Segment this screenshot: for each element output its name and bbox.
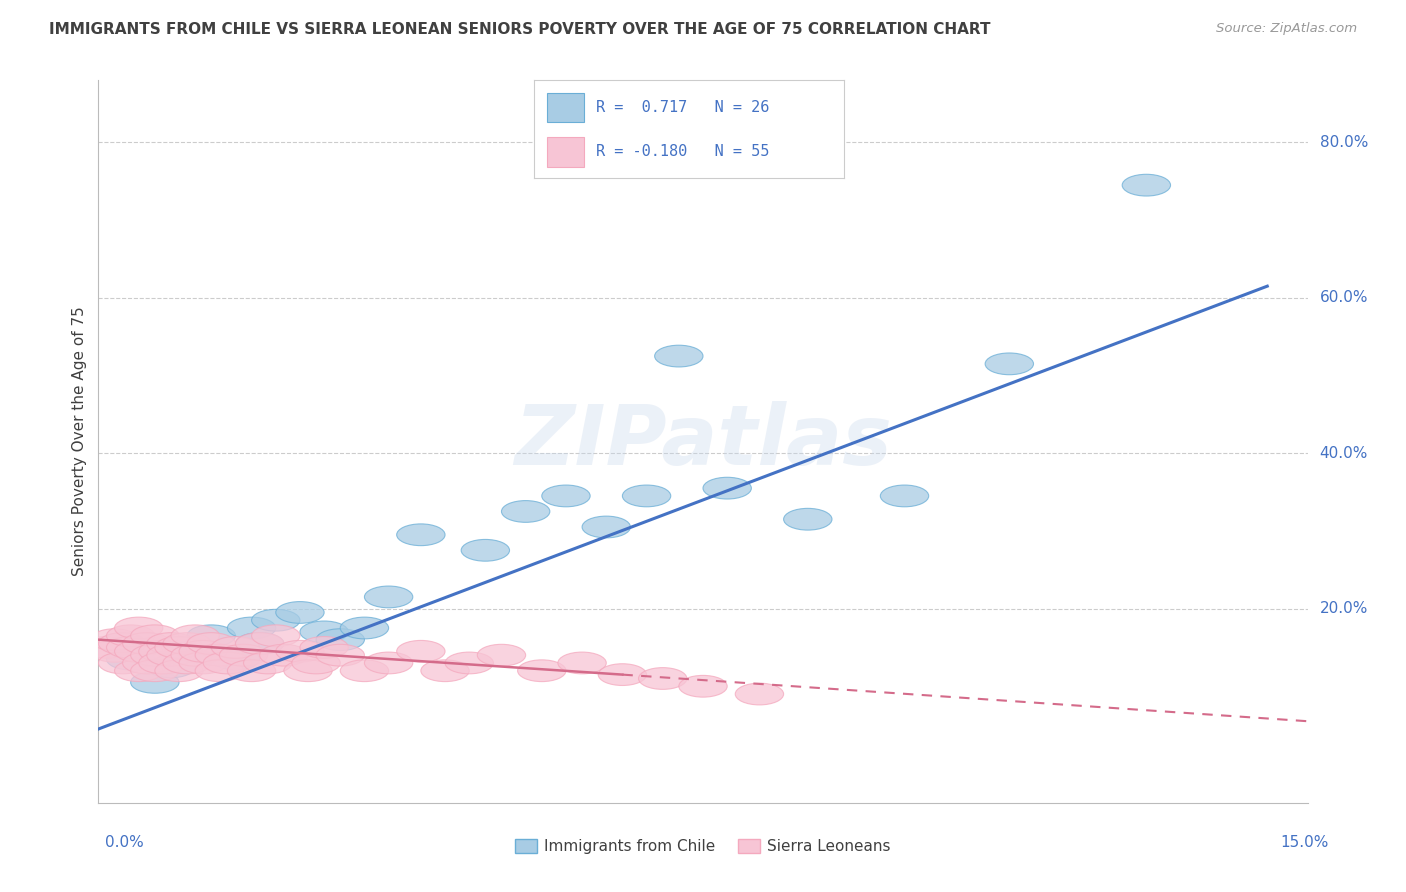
FancyBboxPatch shape <box>547 137 583 167</box>
Ellipse shape <box>107 625 155 647</box>
Ellipse shape <box>211 648 260 670</box>
Text: R = -0.180   N = 55: R = -0.180 N = 55 <box>596 145 769 160</box>
Ellipse shape <box>195 644 243 666</box>
Ellipse shape <box>155 637 204 658</box>
Ellipse shape <box>187 632 235 655</box>
Ellipse shape <box>131 672 179 693</box>
Ellipse shape <box>703 477 751 499</box>
Ellipse shape <box>172 644 219 666</box>
Ellipse shape <box>735 683 783 705</box>
Ellipse shape <box>502 500 550 523</box>
Ellipse shape <box>396 524 446 546</box>
Ellipse shape <box>292 652 340 673</box>
Text: 80.0%: 80.0% <box>1320 135 1368 150</box>
Ellipse shape <box>623 485 671 507</box>
Ellipse shape <box>163 632 211 655</box>
Ellipse shape <box>986 353 1033 375</box>
Ellipse shape <box>187 625 235 647</box>
Ellipse shape <box>172 625 219 647</box>
Text: 40.0%: 40.0% <box>1320 446 1368 460</box>
Ellipse shape <box>146 644 195 666</box>
Ellipse shape <box>340 617 388 639</box>
Ellipse shape <box>316 644 364 666</box>
Ellipse shape <box>679 675 727 698</box>
Ellipse shape <box>139 652 187 673</box>
Ellipse shape <box>131 625 179 647</box>
Ellipse shape <box>131 644 179 666</box>
Ellipse shape <box>517 660 567 681</box>
Ellipse shape <box>131 660 179 681</box>
Text: 60.0%: 60.0% <box>1320 290 1368 305</box>
Ellipse shape <box>146 632 195 655</box>
Ellipse shape <box>655 345 703 367</box>
Ellipse shape <box>252 609 299 632</box>
Ellipse shape <box>276 640 325 662</box>
Ellipse shape <box>228 660 276 681</box>
Ellipse shape <box>446 652 494 673</box>
Ellipse shape <box>316 629 364 650</box>
Ellipse shape <box>179 640 228 662</box>
Ellipse shape <box>477 644 526 666</box>
Ellipse shape <box>364 586 413 607</box>
Text: 15.0%: 15.0% <box>1281 836 1329 850</box>
Text: IMMIGRANTS FROM CHILE VS SIERRA LEONEAN SENIORS POVERTY OVER THE AGE OF 75 CORRE: IMMIGRANTS FROM CHILE VS SIERRA LEONEAN … <box>49 22 991 37</box>
Ellipse shape <box>107 637 155 658</box>
Ellipse shape <box>228 617 276 639</box>
Ellipse shape <box>114 640 163 662</box>
Ellipse shape <box>299 621 349 643</box>
Ellipse shape <box>461 540 509 561</box>
Ellipse shape <box>276 601 325 624</box>
Ellipse shape <box>98 632 146 655</box>
Legend: Immigrants from Chile, Sierra Leoneans: Immigrants from Chile, Sierra Leoneans <box>509 833 897 860</box>
Y-axis label: Seniors Poverty Over the Age of 75: Seniors Poverty Over the Age of 75 <box>72 307 87 576</box>
Text: ZIPatlas: ZIPatlas <box>515 401 891 482</box>
Ellipse shape <box>179 652 228 673</box>
Ellipse shape <box>638 667 688 690</box>
Ellipse shape <box>420 660 470 681</box>
FancyBboxPatch shape <box>547 93 583 122</box>
Text: 0.0%: 0.0% <box>105 836 145 850</box>
Ellipse shape <box>172 640 219 662</box>
Ellipse shape <box>541 485 591 507</box>
Ellipse shape <box>114 660 163 681</box>
Text: Source: ZipAtlas.com: Source: ZipAtlas.com <box>1216 22 1357 36</box>
Ellipse shape <box>211 637 260 658</box>
Ellipse shape <box>235 632 284 655</box>
Ellipse shape <box>90 640 139 662</box>
Ellipse shape <box>396 640 446 662</box>
Ellipse shape <box>1122 174 1171 196</box>
Ellipse shape <box>783 508 832 530</box>
Ellipse shape <box>340 660 388 681</box>
Ellipse shape <box>582 516 630 538</box>
Ellipse shape <box>235 632 284 655</box>
Ellipse shape <box>260 644 308 666</box>
Ellipse shape <box>122 652 172 673</box>
Ellipse shape <box>243 652 292 673</box>
Ellipse shape <box>155 660 204 681</box>
Ellipse shape <box>558 652 606 673</box>
Ellipse shape <box>284 660 332 681</box>
Ellipse shape <box>364 652 413 673</box>
Ellipse shape <box>114 617 163 639</box>
Text: 20.0%: 20.0% <box>1320 601 1368 616</box>
Ellipse shape <box>163 652 211 673</box>
Ellipse shape <box>219 644 267 666</box>
Ellipse shape <box>252 625 299 647</box>
Ellipse shape <box>83 637 131 658</box>
Text: R =  0.717   N = 26: R = 0.717 N = 26 <box>596 100 769 115</box>
Ellipse shape <box>299 637 349 658</box>
Ellipse shape <box>98 652 146 673</box>
Ellipse shape <box>90 629 139 650</box>
Ellipse shape <box>139 640 187 662</box>
Ellipse shape <box>146 656 195 678</box>
Ellipse shape <box>204 652 252 673</box>
Ellipse shape <box>195 660 243 681</box>
Ellipse shape <box>107 648 155 670</box>
Ellipse shape <box>880 485 929 507</box>
Ellipse shape <box>122 632 172 655</box>
Ellipse shape <box>598 664 647 685</box>
